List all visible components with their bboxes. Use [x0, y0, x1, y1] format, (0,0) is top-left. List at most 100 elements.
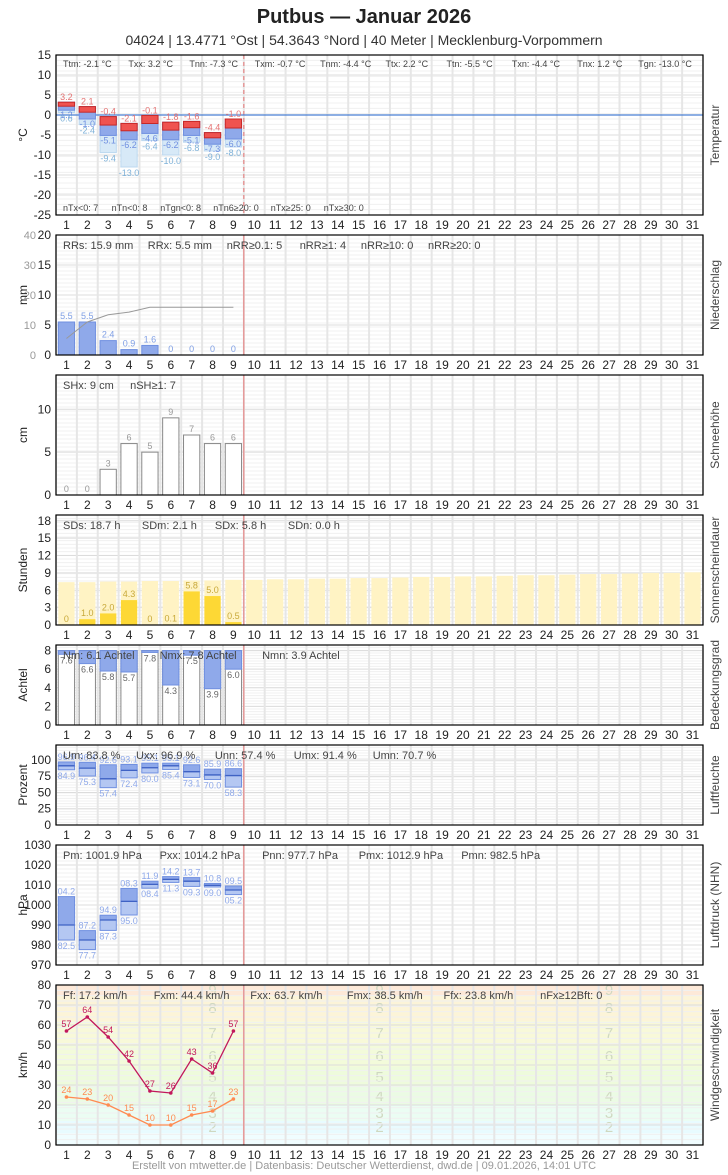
x-tick-label: 30 [665, 218, 679, 232]
chart-title: Luftfeuchte [708, 755, 722, 815]
cloud-value: 5.8 [102, 672, 115, 682]
x-tick-label: 28 [623, 358, 637, 372]
y-axis-label: hPa [16, 894, 30, 916]
stat-text: nTx<0: 7 [63, 203, 98, 213]
x-tick-label: 30 [665, 728, 679, 742]
temp-min-value: -2.4 [80, 126, 96, 136]
stat-text: Tnm: -4.4 °C [320, 59, 372, 69]
min-value: 77.7 [79, 951, 97, 961]
x-tick-label: 26 [582, 218, 596, 232]
sun-possible-bar [58, 582, 75, 625]
cloud-value: 7.8 [144, 653, 157, 663]
x-tick-label: 23 [519, 358, 533, 372]
wind-value: 42 [124, 1049, 134, 1059]
y-tick-label: 5 [44, 88, 51, 102]
stat-text: nTn<0: 8 [112, 203, 148, 213]
plot-frame [55, 234, 704, 356]
x-tick-label: 20 [456, 728, 470, 742]
x-tick-label: 11 [269, 218, 282, 232]
x-tick-label: 30 [665, 498, 679, 512]
cloud-value: 6.6 [81, 665, 94, 675]
temp-mean-value: 1.2 [60, 110, 73, 120]
y-axis-label: °C [16, 128, 30, 142]
sun-possible-bar [225, 579, 242, 625]
x-tick-label: 13 [310, 728, 324, 742]
x-tick-label: 6 [167, 1148, 174, 1162]
x-tick-label: 23 [519, 728, 533, 742]
sun-possible-bar [454, 576, 472, 625]
x-tick-label: 27 [602, 628, 616, 642]
y-tick-label: 1030 [24, 838, 51, 852]
x-tick-label: 26 [582, 828, 596, 842]
x-tick-label: 16 [373, 968, 387, 982]
y-axis-label: Stunden [16, 548, 30, 593]
x-tick-label: 25 [561, 498, 575, 512]
precip-value: 0 [231, 344, 236, 354]
stat-text: nTgn<0: 8 [160, 203, 201, 213]
sun-possible-bar [580, 574, 597, 625]
x-tick-label: 12 [289, 728, 303, 742]
temp-max-bar [120, 122, 138, 132]
range-lower-bar [203, 774, 222, 780]
max-value: 95.1 [141, 753, 159, 763]
x-tick-label: 21 [477, 218, 491, 232]
sun-possible-bar [600, 574, 618, 625]
x-tick-label: 14 [331, 968, 345, 982]
temp-max-value: 2.1 [81, 97, 94, 107]
chart-title: Niederschlag [708, 260, 722, 330]
precip-bar [120, 349, 138, 356]
x-tick-label: 7 [188, 218, 195, 232]
x-tick-label: 30 [665, 968, 679, 982]
x-tick-label: 28 [623, 218, 637, 232]
max-value: 94.9 [99, 905, 117, 915]
temp-max-bar [183, 120, 201, 129]
y-tick-label: 18 [38, 514, 52, 528]
snow-bar [203, 443, 222, 496]
snow-value: 6 [210, 433, 215, 443]
beaufort-label: 2 [208, 1119, 216, 1136]
x-tick-label: 26 [582, 728, 596, 742]
x-tick-label: 21 [477, 498, 491, 512]
x-tick-label: 6 [167, 628, 174, 642]
wind-value: 54 [103, 1025, 113, 1035]
y-tick-label: 3 [44, 601, 51, 615]
x-tick-label: 22 [498, 218, 512, 232]
range-upper-bar [203, 768, 222, 776]
stat-text: nRR≥0.1: 5 [227, 240, 283, 252]
x-tick-label: 7 [188, 828, 195, 842]
x-tick-label: 18 [415, 1148, 429, 1162]
x-tick-label: 6 [167, 828, 174, 842]
sun-possible-bar [246, 579, 263, 625]
cloud-value: 6.0 [227, 670, 240, 680]
wind-value: 27 [145, 1079, 155, 1089]
stat-text: nTx≥25: 0 [271, 203, 311, 213]
stat-text: Ttn: -5.5 °C [447, 59, 494, 69]
x-tick-label: 18 [415, 828, 429, 842]
sun-possible-bar [642, 572, 659, 625]
cloud-value: 7.6 [60, 655, 73, 665]
x-tick-label: 27 [602, 218, 616, 232]
x-tick-label: 4 [126, 498, 133, 512]
y-tick-label: -25 [34, 208, 52, 222]
x-tick-label: 30 [665, 358, 679, 372]
y-tick-label: 8 [44, 644, 51, 658]
x-tick-label: 24 [540, 498, 554, 512]
x-tick-label: 22 [498, 968, 512, 982]
x-tick-label: 25 [561, 968, 575, 982]
x-tick-label: 28 [623, 498, 637, 512]
snow-value: 5 [147, 441, 152, 451]
x-tick-label: 18 [415, 218, 429, 232]
x-tick-label: 13 [310, 1148, 324, 1162]
wind-value: 57 [228, 1019, 238, 1029]
y-tick-label: -10 [34, 148, 52, 162]
x-tick-label: 26 [582, 968, 596, 982]
x-tick-label: 11 [269, 358, 282, 372]
stat-text: Pxx: 1014.2 hPa [160, 850, 242, 862]
temp-min-value: -6.4 [142, 142, 158, 152]
x-tick-label: 17 [394, 1148, 408, 1162]
snow-value: 0 [85, 484, 90, 494]
cloud-clear-bar [183, 650, 201, 656]
stat-text: SDm: 2.1 h [142, 520, 197, 532]
